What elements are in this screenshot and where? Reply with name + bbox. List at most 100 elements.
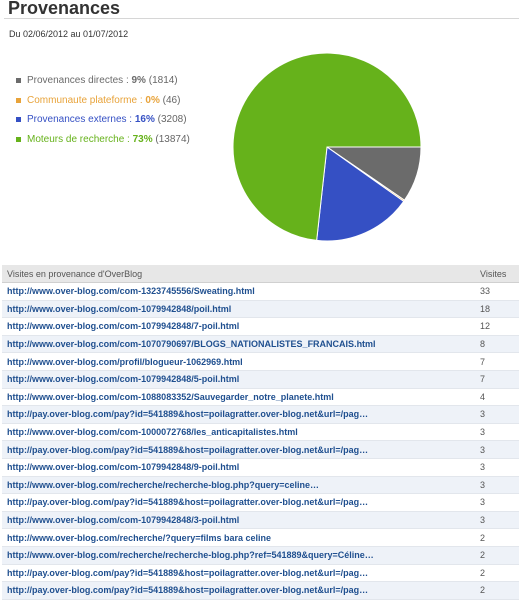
table-row: http://pay.over-blog.com/pay?id=541889&h… — [2, 564, 519, 583]
referrer-url-cell: http://pay.over-blog.com/pay?id=541889&h… — [2, 493, 475, 512]
legend-item: Communaute plateforme : 0% (46) — [16, 91, 190, 111]
table-row: http://www.over-blog.com/com-1079942848/… — [2, 300, 519, 319]
referrer-url-cell: http://www.over-blog.com/com-1079942848/… — [2, 370, 475, 389]
table-row: http://www.over-blog.com/com-1323745556/… — [2, 282, 519, 301]
visits-count-cell: 8 — [475, 335, 519, 354]
referrer-link[interactable]: http://www.over-blog.com/com-1079942848/… — [7, 303, 232, 314]
table-row: http://pay.over-blog.com/pay?id=541889&h… — [2, 440, 519, 459]
referrer-link[interactable]: http://pay.over-blog.com/pay?id=541889&h… — [7, 444, 369, 455]
pie-slice — [232, 52, 422, 241]
table-row: http://www.over-blog.com/com-1000072768/… — [2, 423, 519, 442]
referrer-link[interactable]: http://www.over-blog.com/com-1000072768/… — [7, 427, 298, 438]
referrer-link[interactable]: http://www.over-blog.com/com-1070790697/… — [7, 339, 376, 350]
referrer-link[interactable]: http://pay.over-blog.com/pay?id=541889&h… — [7, 497, 369, 508]
table-row: http://pay.over-blog.com/pay?id=541889&h… — [2, 581, 519, 600]
referrer-url-cell: http://www.over-blog.com/com-1079942848/… — [2, 458, 475, 477]
legend-swatch — [16, 97, 21, 103]
referrer-url-cell: http://www.over-blog.com/com-1323745556/… — [2, 282, 475, 301]
referrer-link[interactable]: http://pay.over-blog.com/pay?id=541889&h… — [7, 567, 369, 578]
visits-count-cell: 2 — [475, 564, 519, 583]
visits-count-cell: 2 — [475, 546, 519, 565]
legend-percent: 9% — [131, 75, 146, 87]
legend-label: Provenances externes : — [27, 114, 133, 126]
referrer-link[interactable]: http://www.over-blog.com/recherche/reche… — [7, 550, 374, 561]
table-row: http://www.over-blog.com/profil/blogueur… — [2, 352, 519, 371]
referrer-url-cell: http://www.over-blog.com/recherche/reche… — [2, 546, 475, 565]
referrer-url-cell: http://www.over-blog.com/recherche/?quer… — [2, 528, 475, 547]
legend-item: Provenances externes : 16% (3208) — [16, 110, 190, 130]
visits-count-cell: 3 — [475, 440, 519, 459]
referrers-table: Visites en provenance d'OverBlog Visites… — [2, 265, 519, 600]
table-row: http://www.over-blog.com/com-1070790697/… — [2, 335, 519, 354]
referrer-url-cell: http://www.over-blog.com/com-1070790697/… — [2, 335, 475, 354]
referrer-url-cell: http://pay.over-blog.com/pay?id=541889&h… — [2, 564, 475, 583]
referrer-link[interactable]: http://www.over-blog.com/recherche/reche… — [7, 479, 319, 490]
table-row: http://www.over-blog.com/com-1079942848/… — [2, 317, 519, 336]
column-header-source: Visites en provenance d'OverBlog — [2, 265, 475, 283]
visits-count-cell: 3 — [475, 405, 519, 424]
legend-label: Provenances directes : — [27, 75, 129, 87]
table-row: http://www.over-blog.com/com-1079942848/… — [2, 458, 519, 477]
legend-percent: 16% — [134, 114, 155, 126]
referrer-link[interactable]: http://www.over-blog.com/com-1088083352/… — [7, 391, 334, 402]
visits-count-cell: 33 — [475, 282, 519, 301]
legend-label: Moteurs de recherche : — [27, 133, 130, 145]
referrer-url-cell: http://pay.over-blog.com/pay?id=541889&h… — [2, 440, 475, 459]
pie-chart — [232, 52, 422, 247]
table-row: http://pay.over-blog.com/pay?id=541889&h… — [2, 493, 519, 512]
legend-count: (13874) — [155, 133, 190, 145]
table-row: http://pay.over-blog.com/pay?id=541889&h… — [2, 405, 519, 424]
visits-count-cell: 12 — [475, 317, 519, 336]
visits-count-cell: 3 — [475, 476, 519, 495]
pie-chart-svg — [232, 52, 422, 242]
legend-count: (3208) — [157, 114, 187, 126]
referrer-link[interactable]: http://www.over-blog.com/com-1323745556/… — [7, 286, 255, 297]
referrer-link[interactable]: http://www.over-blog.com/com-1079942848/… — [7, 321, 240, 332]
legend-swatch — [16, 117, 21, 123]
legend-swatch — [16, 78, 21, 84]
legend-percent: 0% — [145, 94, 160, 106]
referrer-link[interactable]: http://www.over-blog.com/com-1079942848/… — [7, 374, 240, 385]
visits-count-cell: 18 — [475, 300, 519, 319]
referrer-url-cell: http://pay.over-blog.com/pay?id=541889&h… — [2, 405, 475, 424]
referrer-url-cell: http://www.over-blog.com/com-1079942848/… — [2, 317, 475, 336]
referrer-link[interactable]: http://pay.over-blog.com/pay?id=541889&h… — [7, 409, 369, 420]
referrer-url-cell: http://www.over-blog.com/com-1088083352/… — [2, 388, 475, 407]
title-divider — [4, 18, 519, 19]
legend-swatch — [16, 136, 21, 142]
table-row: http://www.over-blog.com/recherche/reche… — [2, 476, 519, 495]
visits-count-cell: 3 — [475, 493, 519, 512]
referrer-url-cell: http://www.over-blog.com/recherche/reche… — [2, 476, 475, 495]
table-row: http://www.over-blog.com/com-1079942848/… — [2, 370, 519, 389]
legend-count: (1814) — [148, 75, 178, 87]
visits-count-cell: 4 — [475, 388, 519, 407]
legend-item: Moteurs de recherche : 73% (13874) — [16, 130, 190, 150]
legend-item: Provenances directes : 9% (1814) — [16, 71, 190, 91]
table-row: http://www.over-blog.com/com-1079942848/… — [2, 511, 519, 530]
legend-label: Communaute plateforme : — [27, 94, 143, 106]
referrer-url-cell: http://pay.over-blog.com/pay?id=541889&h… — [2, 581, 475, 600]
referrer-link[interactable]: http://www.over-blog.com/recherche/?quer… — [7, 532, 271, 543]
legend-percent: 73% — [132, 133, 153, 145]
visits-count-cell: 2 — [475, 581, 519, 600]
referrer-url-cell: http://www.over-blog.com/profil/blogueur… — [2, 352, 475, 371]
legend-count: (46) — [162, 94, 181, 106]
page-title: Provenances — [8, 0, 121, 18]
visits-count-cell: 3 — [475, 423, 519, 442]
visits-count-cell: 7 — [475, 352, 519, 371]
visits-count-cell: 7 — [475, 370, 519, 389]
referrer-link[interactable]: http://www.over-blog.com/com-1079942848/… — [7, 515, 240, 526]
date-range: Du 02/06/2012 au 01/07/2012 — [9, 29, 129, 39]
visits-count-cell: 2 — [475, 528, 519, 547]
column-header-visits: Visites — [475, 265, 519, 283]
referrer-link[interactable]: http://pay.over-blog.com/pay?id=541889&h… — [7, 585, 369, 596]
visits-count-cell: 3 — [475, 458, 519, 477]
table-row: http://www.over-blog.com/recherche/?quer… — [2, 528, 519, 547]
referrer-link[interactable]: http://www.over-blog.com/com-1079942848/… — [7, 462, 240, 473]
table-header-row: Visites en provenance d'OverBlog Visites — [2, 265, 519, 283]
pie-slice — [316, 146, 405, 242]
table-row: http://www.over-blog.com/com-1088083352/… — [2, 388, 519, 407]
referrer-link[interactable]: http://www.over-blog.com/profil/blogueur… — [7, 356, 243, 367]
referrer-url-cell: http://www.over-blog.com/com-1079942848/… — [2, 511, 475, 530]
visits-count-cell: 3 — [475, 511, 519, 530]
